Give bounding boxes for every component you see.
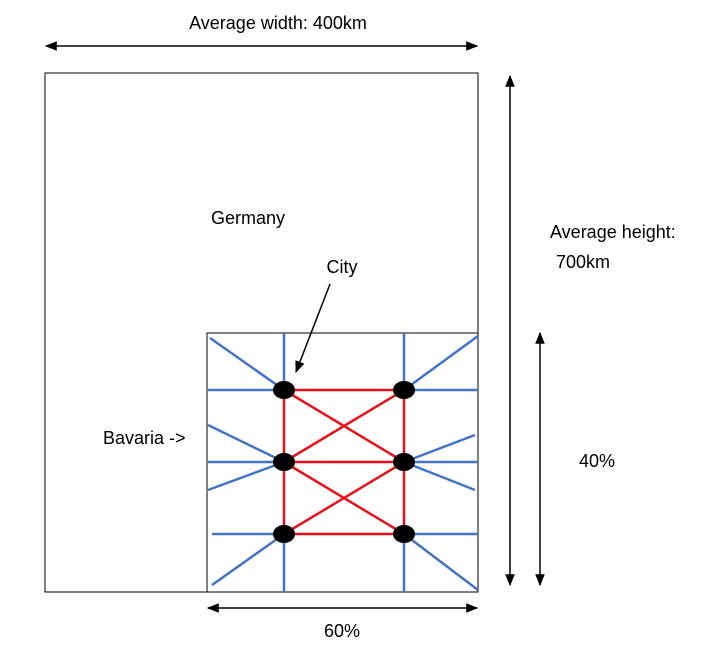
city-links [282,388,406,536]
region-height-label: 40% [579,451,615,471]
city-label: City [327,257,358,277]
height-label: Average height: [550,222,676,242]
country-label: Germany [211,208,285,228]
height-value: 700km [556,252,610,272]
region-label: Bavaria -> [103,428,186,448]
cities [273,381,415,543]
city-pointer [295,283,331,374]
region-width-label: 60% [324,621,360,641]
width-label: Average width: 400km [189,13,367,33]
roads [207,333,479,592]
